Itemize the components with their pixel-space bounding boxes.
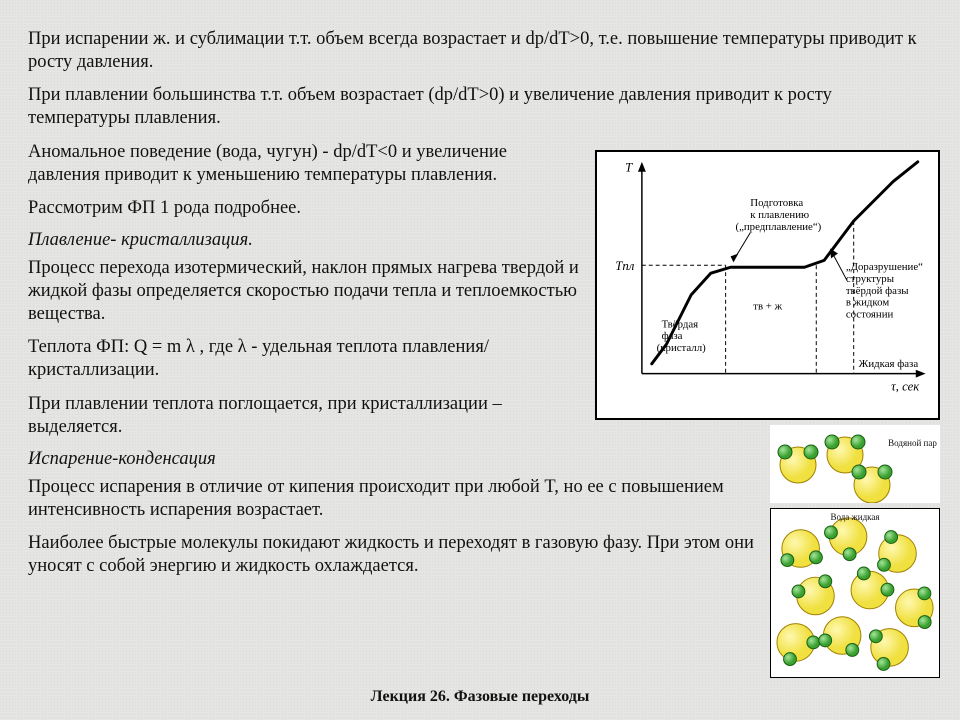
label-destr5: состоянии [846,309,894,321]
label-destr1: „Доразрушение“ [846,261,923,273]
label-solid3: (кристалл) [657,342,706,354]
label-destr2: структуры [846,273,895,285]
paragraph-4: Рассмотрим ФП 1 рода подробнее. [28,197,583,220]
footer-title: Лекция 26. Фазовые переходы [0,688,960,706]
vapor-caption: Водяной пар [885,439,940,449]
t-pl-label: Tпл [615,259,635,273]
liquid-caption: Вода жидкая [771,512,939,522]
label-solid1: Твёрдая [662,318,699,330]
paragraph-2: При плавлении большинства т.т. объем воз… [28,84,932,130]
paragraph-8: Процесс испарения в отличие от кипения п… [28,476,768,522]
liquid-panel: Вода жидкая [770,508,940,678]
y-axis-label: T [625,161,633,175]
label-destr3: твёрдой фазы [846,285,909,297]
heating-curve-chart: T τ, сек Tпл Подготовка к плавлению („пр… [595,150,940,420]
slide: При испарении ж. и сублимации т.т. объем… [0,0,960,720]
paragraph-3: Аномальное поведение (вода, чугун) - dp/… [28,141,583,187]
paragraph-7: При плавлении теплота поглощается, при к… [28,393,583,439]
label-mix: тв + ж [753,301,782,313]
label-prep2: к плавлению [750,209,809,221]
label-prep3: („предплавление“) [735,221,821,233]
paragraph-6: Теплота ФП: Q = m λ , где λ - удельная т… [28,336,583,382]
label-solid2: фаза [662,330,683,342]
label-prep1: Подготовка [750,197,803,209]
x-axis-label: τ, сек [891,379,920,393]
vapor-panel: Водяной пар [770,425,940,503]
label-destr4: в жидком [846,297,890,309]
paragraph-5: Процесс перехода изотермический, наклон … [28,257,583,326]
paragraph-9: Наиболее быстрые молекулы покидают жидко… [28,532,768,578]
paragraph-1: При испарении ж. и сублимации т.т. объем… [28,28,932,74]
label-liquid: Жидкая фаза [859,358,919,370]
